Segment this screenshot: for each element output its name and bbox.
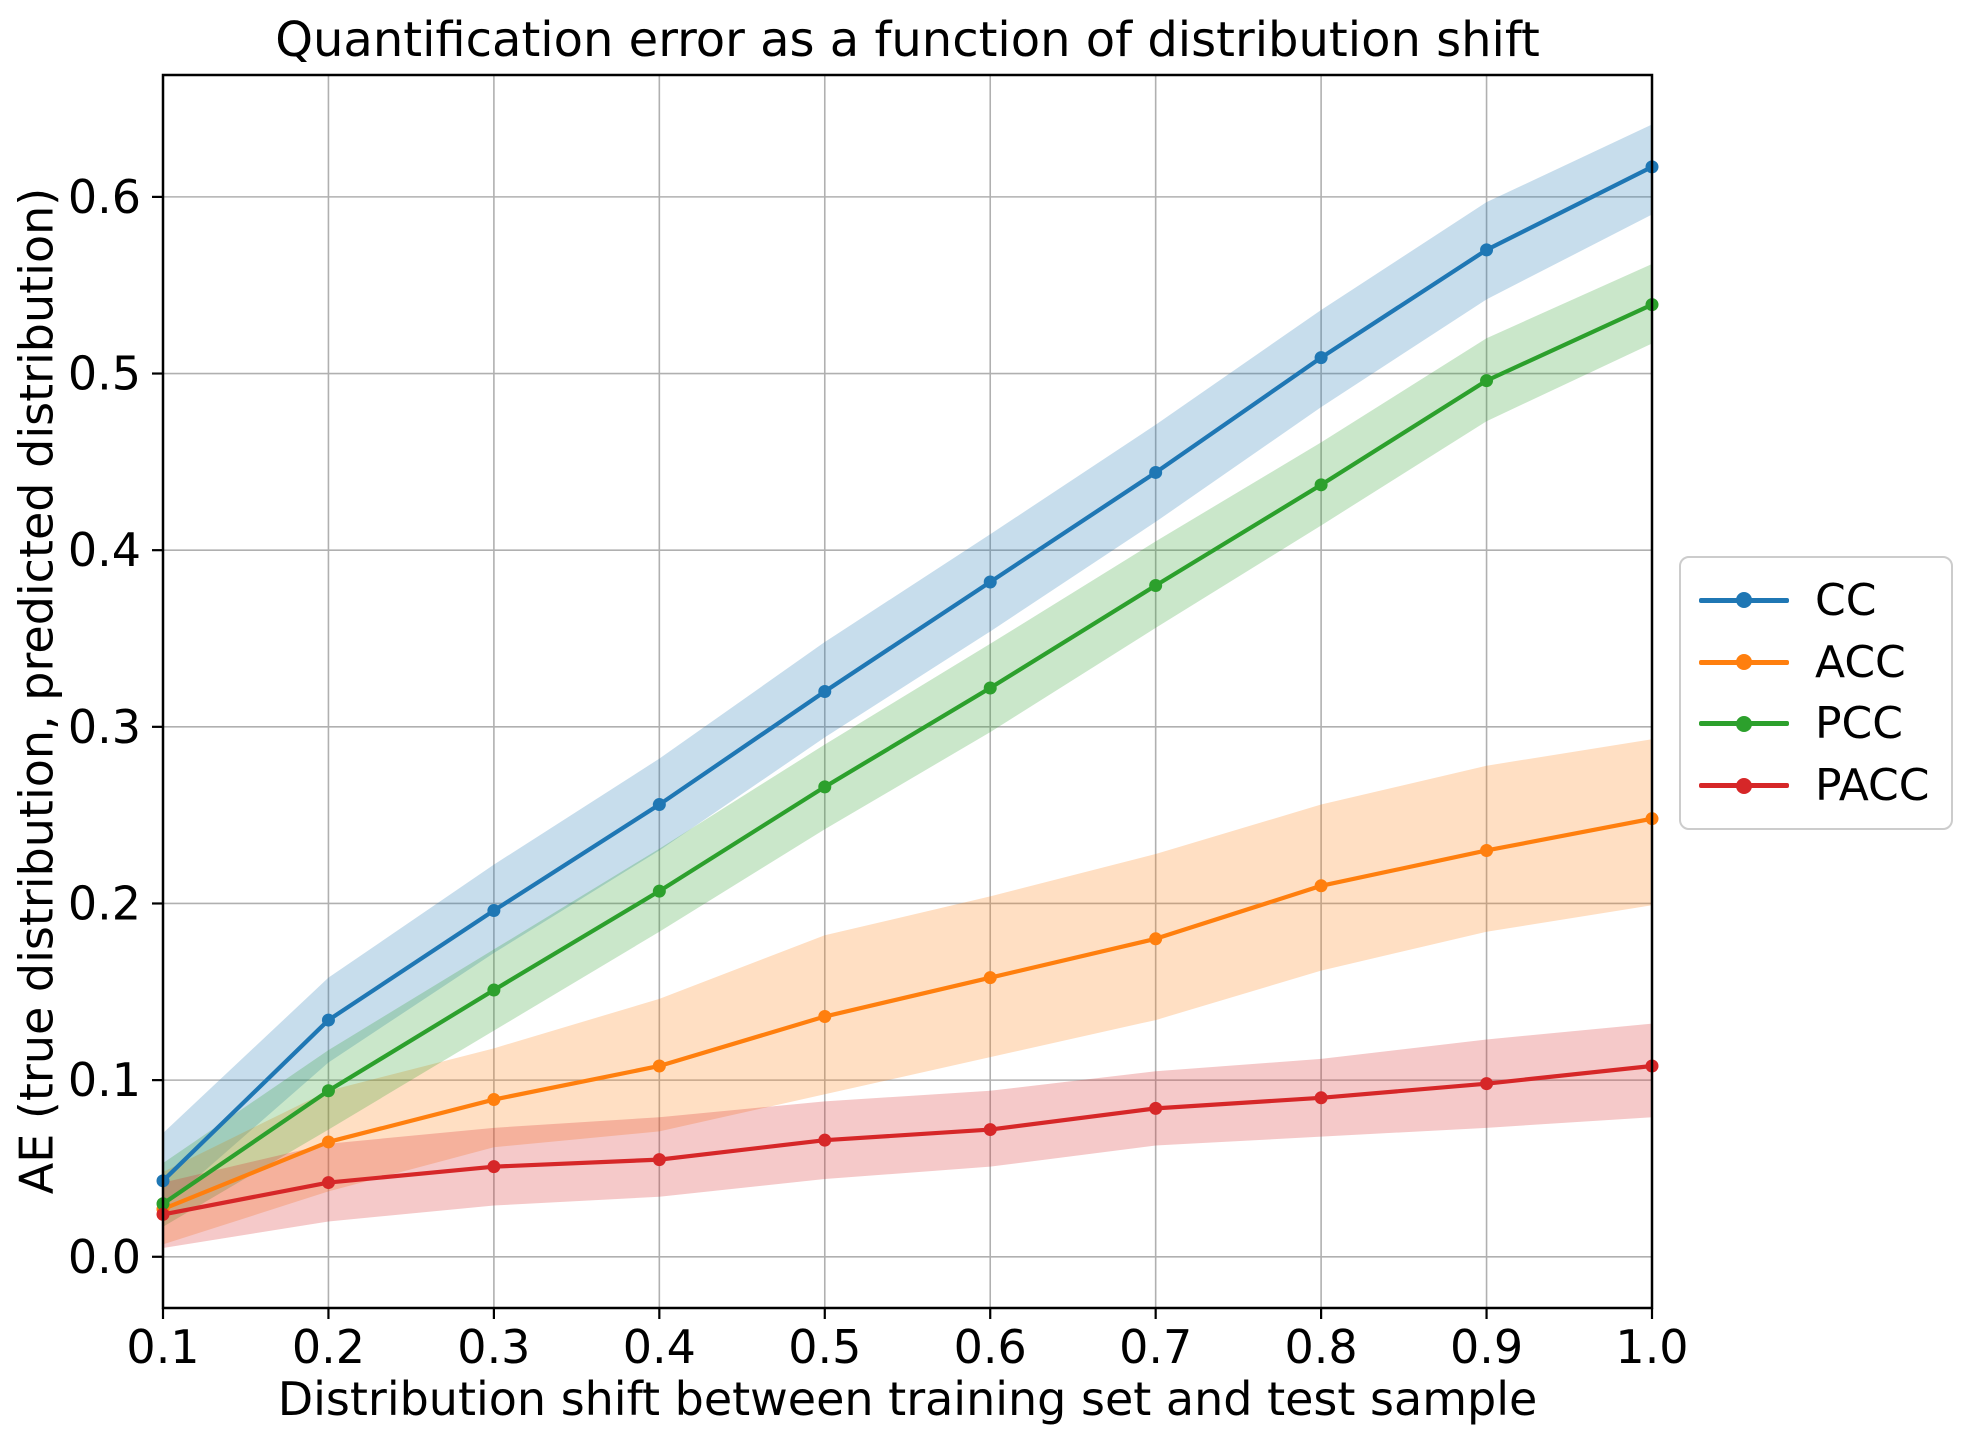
legend-marker-dot-icon — [1736, 715, 1752, 732]
series-line-pacc — [160, 1063, 1655, 1217]
x-tick-label-0.9: 0.9 — [1450, 1320, 1523, 1374]
marker-cc-0.4 — [652, 798, 666, 812]
marker-pacc-0.7 — [1149, 1101, 1163, 1115]
y-axis-label: AE (true distribution, predicted distrib… — [9, 187, 64, 1195]
y-tick-label-0.4: 0.4 — [68, 523, 141, 577]
marker-cc-0.7 — [1149, 465, 1163, 479]
chart-title: Quantification error as a function of di… — [275, 12, 1540, 68]
x-tick-label-0.5: 0.5 — [788, 1320, 861, 1374]
legend-label: CC — [1815, 574, 1877, 626]
x-tick-label-0.2: 0.2 — [292, 1320, 365, 1374]
marker-acc-0.7 — [1149, 932, 1163, 946]
x-tick-label-0.8: 0.8 — [1285, 1320, 1358, 1374]
marker-acc-0.6 — [983, 971, 997, 985]
series-line-acc — [160, 816, 1655, 1212]
legend-marker-dot-icon — [1736, 777, 1752, 794]
marker-pacc-0.8 — [1314, 1091, 1328, 1105]
marker-acc-0.5 — [818, 1010, 832, 1024]
marker-pcc-0.4 — [652, 884, 666, 898]
marker-pacc-0.6 — [983, 1123, 997, 1137]
marker-pcc-0.7 — [1149, 579, 1163, 593]
legend-label: ACC — [1815, 636, 1906, 688]
x-tick-label-0.7: 0.7 — [1119, 1320, 1192, 1374]
series-band-cc — [163, 124, 1652, 1208]
legend-item-pcc: PCC — [1699, 698, 1933, 749]
x-axis-label: Distribution shift between training set … — [277, 1372, 1538, 1426]
legend: CC ACC PCC PACC — [1679, 556, 1953, 830]
legend-item-acc: ACC — [1699, 637, 1933, 688]
marker-acc-0.4 — [652, 1059, 666, 1073]
series-line-pcc — [160, 302, 1655, 1206]
series-band-pcc — [163, 264, 1652, 1227]
marker-pcc-0.3 — [487, 983, 501, 997]
legend-label: PCC — [1815, 698, 1903, 750]
marker-pacc-0.2 — [321, 1176, 335, 1190]
marker-pacc-0.5 — [818, 1133, 832, 1147]
marker-acc-0.2 — [321, 1135, 335, 1149]
legend-item-pacc: PACC — [1699, 760, 1933, 811]
series-band-acc — [163, 739, 1652, 1245]
legend-marker-dot-icon — [1736, 654, 1752, 671]
legend-line-sample — [1699, 592, 1789, 609]
marker-cc-0.8 — [1314, 351, 1328, 365]
x-tick-label-0.4: 0.4 — [623, 1320, 696, 1374]
legend-label: PACC — [1815, 760, 1930, 812]
legend-line-sample — [1699, 777, 1789, 794]
y-tick-label-0.1: 0.1 — [68, 1053, 141, 1107]
legend-marker-dot-icon — [1736, 592, 1752, 609]
marker-acc-0.9 — [1480, 843, 1494, 857]
y-tick-label-0.0: 0.0 — [68, 1230, 141, 1284]
legend-item-cc: CC — [1699, 575, 1933, 626]
marker-pcc-0.8 — [1314, 478, 1328, 492]
marker-pcc-0.2 — [321, 1084, 335, 1098]
marker-acc-0.8 — [1314, 879, 1328, 893]
y-tick-label-0.3: 0.3 — [68, 700, 141, 754]
marker-pcc-0.9 — [1480, 374, 1494, 388]
marker-cc-0.6 — [983, 575, 997, 589]
marker-acc-0.3 — [487, 1093, 501, 1107]
marker-cc-0.2 — [321, 1013, 335, 1027]
marker-pacc-0.3 — [487, 1160, 501, 1174]
marker-cc-0.9 — [1480, 243, 1494, 257]
legend-line-sample — [1699, 715, 1789, 732]
y-tick-label-0.6: 0.6 — [68, 170, 141, 224]
series-line-cc — [160, 164, 1655, 1183]
marker-pacc-0.4 — [652, 1153, 666, 1167]
marker-pcc-0.6 — [983, 681, 997, 695]
plot-border — [161, 73, 1654, 1310]
x-tick-label-0.3: 0.3 — [457, 1320, 530, 1374]
x-tick-label-0.6: 0.6 — [954, 1320, 1027, 1374]
x-tick-label-0.1: 0.1 — [126, 1320, 199, 1374]
legend-line-sample — [1699, 654, 1789, 671]
marker-cc-0.3 — [487, 904, 501, 918]
x-tick-label-1.0: 1.0 — [1615, 1320, 1688, 1374]
marker-pacc-0.9 — [1480, 1077, 1494, 1091]
y-tick-label-0.2: 0.2 — [68, 876, 141, 930]
y-tick-label-0.5: 0.5 — [68, 347, 141, 401]
marker-cc-0.5 — [818, 685, 832, 698]
marker-pcc-0.5 — [818, 780, 832, 794]
